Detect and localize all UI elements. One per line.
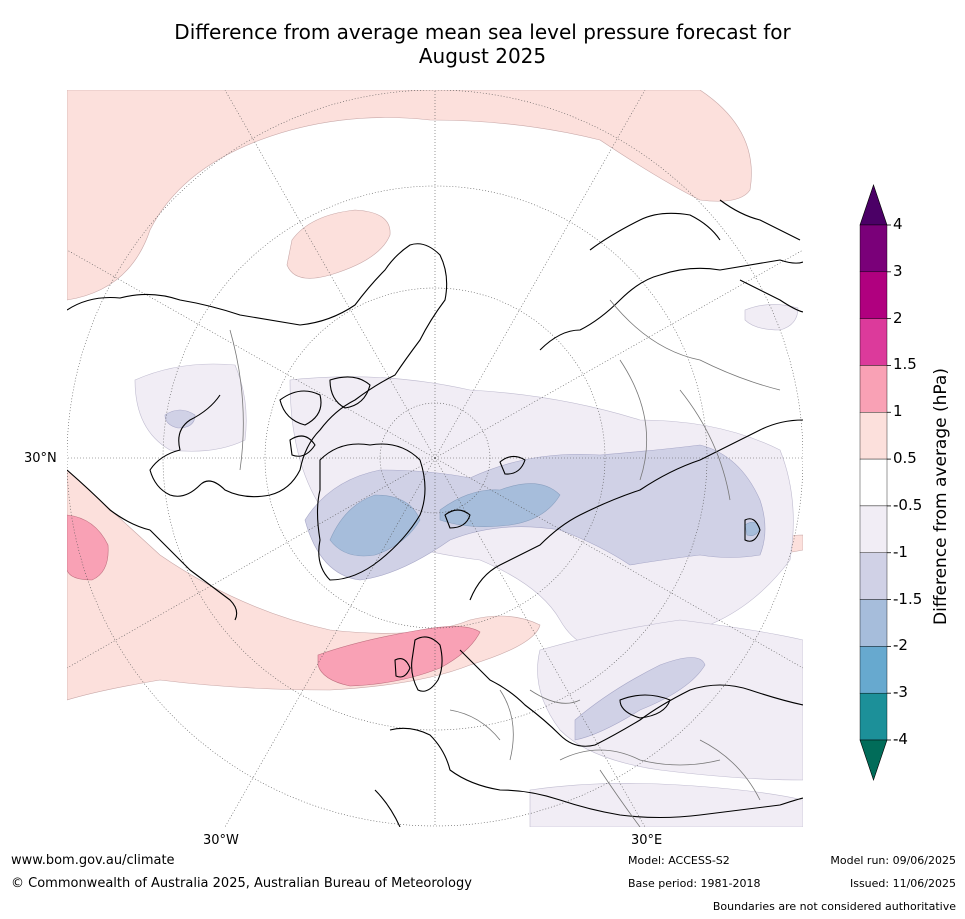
- lon-label-30e: 30°E: [631, 833, 663, 848]
- anomaly-negative-weak-pacific: [134, 363, 247, 452]
- colorbar-title: Difference from average (hPa): [931, 368, 951, 625]
- colorbar-tick-label: 1: [893, 402, 903, 421]
- coast-europe: [374, 649, 803, 827]
- colorbar-bin: [859, 505, 888, 553]
- colorbar-tick-label: -3: [893, 683, 908, 702]
- colorbar-tick-label: 4: [893, 215, 903, 233]
- colorbar-tick-label: 2: [893, 308, 903, 327]
- coast-iceland: [444, 509, 471, 529]
- footer-disclaimer: Boundaries are not considered authoritat…: [712, 900, 956, 913]
- colorbar-extend-min: [859, 739, 888, 781]
- colorbar-bin: [859, 365, 888, 413]
- title-line-1: Difference from average mean sea level p…: [174, 20, 791, 44]
- map-area: [67, 90, 803, 827]
- colorbar-extend-max: [859, 184, 888, 226]
- colorbar: [859, 184, 891, 781]
- anomaly-strong-positive-north-atlantic: [317, 626, 481, 687]
- graticule-meridians: [67, 90, 803, 827]
- colorbar-bin: [859, 318, 888, 366]
- anomaly-positive-pacific-blob: [286, 209, 391, 279]
- country-boundaries: [229, 299, 781, 827]
- footer-copyright: © Commonwealth of Australia 2025, Austra…: [11, 876, 472, 891]
- coast-british-isles: [394, 636, 443, 692]
- anomaly-positive-pacific-north: [67, 90, 752, 301]
- coast-eurasia-north: [469, 212, 803, 601]
- lat-label-30n: 30°N: [24, 451, 57, 466]
- colorbar-bin: [859, 412, 888, 460]
- anomaly-negative-strong-east: [744, 521, 761, 536]
- anomaly-negative-weak-siberia: [744, 304, 799, 331]
- colorbar-tick-label: 3: [893, 261, 903, 280]
- coast-svalbard: [499, 455, 526, 475]
- coast-caspian: [744, 518, 761, 542]
- anomaly-negative-weak-south: [529, 783, 803, 827]
- anomaly-negative-moderate-pacific: [164, 409, 196, 429]
- coastlines: [67, 199, 803, 827]
- footer-model-run: Model run: 09/06/2025: [830, 854, 956, 867]
- colorbar-tick-label: -1: [893, 542, 908, 561]
- colorbar-bin: [859, 552, 888, 600]
- footer-base-period: Base period: 1981-2018: [628, 877, 761, 890]
- chart-title: Difference from average mean sea level p…: [0, 20, 965, 68]
- lon-label-30w: 30°W: [203, 833, 239, 848]
- colorbar-bin: [859, 599, 888, 647]
- colorbar-bin: [859, 458, 888, 507]
- colorbar-tick-label: -1.5: [893, 589, 923, 608]
- footer-model: Model: ACCESS-S2: [628, 854, 730, 867]
- colorbar-tick-label: 0.5: [893, 449, 917, 468]
- coast-greenland: [316, 443, 426, 581]
- anomaly-negative-moderate-black-sea: [574, 657, 706, 741]
- anomaly-strong-positive-west: [67, 514, 109, 581]
- footer-issued: Issued: 11/06/2025: [849, 877, 956, 890]
- anomaly-negative-strong-greenland: [329, 494, 421, 557]
- colorbar-tick-label: -4: [893, 730, 908, 748]
- colorbar-bin: [859, 692, 888, 741]
- colorbar-bin: [859, 646, 888, 694]
- colorbar-bin: [859, 271, 888, 319]
- colorbar-tick-label: -2: [893, 636, 908, 655]
- coast-north-america: [67, 243, 448, 621]
- coast-siberia: [719, 199, 803, 313]
- colorbar-tick-label: -0.5: [893, 495, 923, 514]
- colorbar-tick-label: 1.5: [893, 355, 917, 374]
- coast-black-sea: [619, 694, 671, 719]
- footer-url: www.bom.gov.au/climate: [11, 853, 175, 868]
- colorbar-bin: [859, 224, 888, 273]
- coast-arctic-islands: [279, 376, 371, 457]
- title-line-2: August 2025: [418, 44, 547, 68]
